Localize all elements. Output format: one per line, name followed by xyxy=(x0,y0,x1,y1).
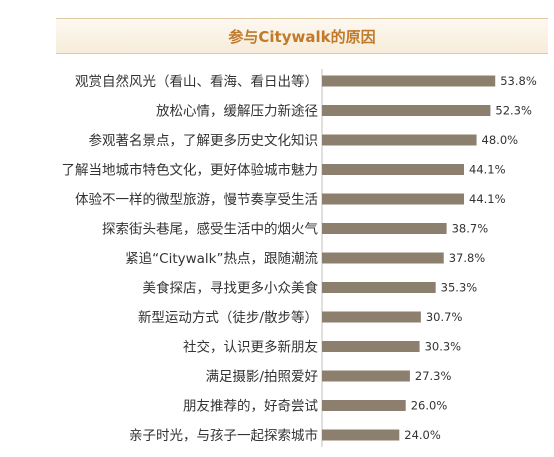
bar xyxy=(322,223,447,234)
category-label: 朋友推荐的，好奇尝试 xyxy=(183,398,318,415)
value-label: 37.8% xyxy=(449,251,486,265)
bar xyxy=(322,370,410,382)
value-label: 48.0% xyxy=(482,133,519,147)
category-label: 探索街头巷尾，感受生活中的烟火气 xyxy=(102,221,318,238)
category-label: 美食探店，寻找更多小众美食 xyxy=(143,280,319,297)
bar xyxy=(322,164,465,175)
bar xyxy=(322,429,400,441)
bar xyxy=(322,134,477,146)
value-label: 52.3% xyxy=(495,104,532,118)
bar xyxy=(322,75,496,87)
bar xyxy=(322,400,406,411)
category-label: 紧追“Citywalk”热点，跟随潮流 xyxy=(125,251,318,267)
value-label: 27.3% xyxy=(415,369,452,383)
value-label: 30.7% xyxy=(426,310,463,324)
value-label: 38.7% xyxy=(452,222,489,236)
value-label: 44.1% xyxy=(469,163,506,177)
bar xyxy=(322,341,420,352)
bar xyxy=(322,311,421,323)
bar-chart: 观赏自然风光（看山、看海、看日出等） 53.8% 放松心情，缓解压力新途径 52.3%… xyxy=(62,69,537,447)
bar xyxy=(322,193,465,205)
category-label: 参观著名景点，了解更多历史文化知识 xyxy=(89,132,319,149)
chart-title-box: 参与Citywalk的原因 xyxy=(56,18,548,54)
value-label: 30.3% xyxy=(425,340,462,354)
value-label: 24.0% xyxy=(404,428,441,442)
category-label: 放松心情，缓解压力新途径 xyxy=(156,103,318,120)
chart-title: 参与Citywalk的原因 xyxy=(228,27,376,46)
category-label: 社交，认识更多新朋友 xyxy=(183,339,318,356)
value-label: 26.0% xyxy=(411,399,448,413)
bar xyxy=(322,282,436,293)
category-label: 满足摄影/拍照爱好 xyxy=(205,369,318,385)
value-label: 53.8% xyxy=(500,74,537,88)
value-label: 35.3% xyxy=(441,281,478,295)
category-label: 了解当地城市特色文化，更好体验城市魅力 xyxy=(62,162,319,179)
bar xyxy=(322,252,444,264)
category-label: 亲子时光，与孩子一起探索城市 xyxy=(129,427,318,444)
category-label: 观赏自然风光（看山、看海、看日出等） xyxy=(75,73,318,90)
bar xyxy=(322,105,491,116)
value-label: 44.1% xyxy=(469,192,506,206)
category-label: 新型运动方式（徒步/散步等） xyxy=(138,309,318,326)
category-label: 体验不一样的微型旅游，慢节奏享受生活 xyxy=(75,191,318,208)
